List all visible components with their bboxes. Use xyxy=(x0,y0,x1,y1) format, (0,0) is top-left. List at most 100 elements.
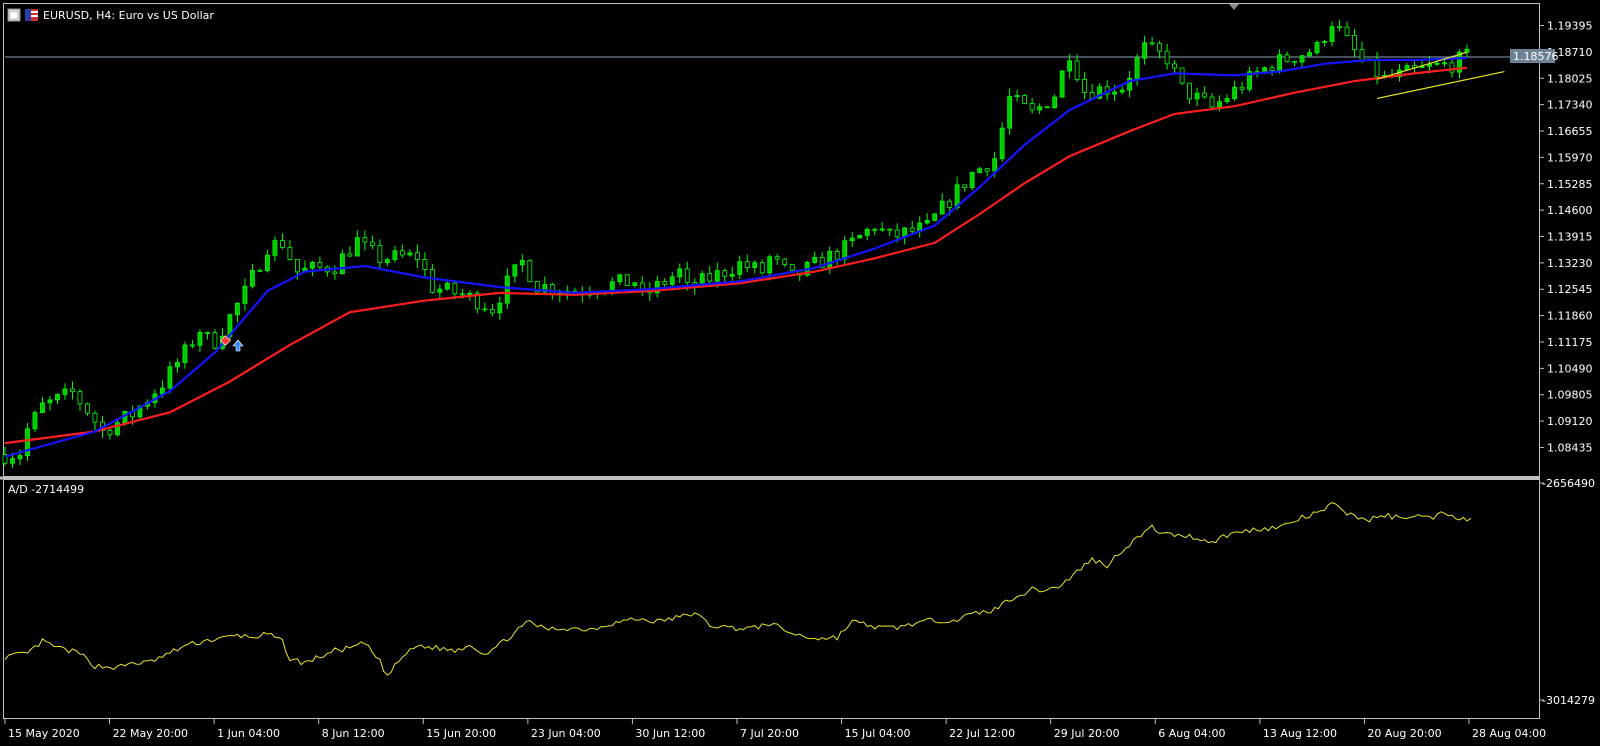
time-tick-label: 13 Aug 12:00 xyxy=(1263,727,1337,740)
candle-body xyxy=(669,276,675,285)
candle-body xyxy=(932,213,938,221)
candle-body xyxy=(1232,86,1237,99)
candle-body xyxy=(624,274,630,286)
channel-line[interactable] xyxy=(1376,51,1468,80)
candle-body xyxy=(542,284,548,293)
candle-body xyxy=(1307,52,1312,57)
candle-body xyxy=(429,269,435,293)
candle-body xyxy=(512,264,518,277)
candle-body xyxy=(1127,77,1133,91)
eu-flag-icon xyxy=(25,9,31,21)
time-tick-label: 15 Jun 20:00 xyxy=(426,727,496,740)
symbol-header[interactable]: EURUSD, H4: Euro vs US Dollar xyxy=(7,8,214,22)
time-tick-label: 22 Jul 12:00 xyxy=(949,727,1015,740)
candle-body xyxy=(1029,103,1035,111)
indicator-label: A/D -2714499 xyxy=(8,483,84,496)
candle-body xyxy=(1007,96,1013,129)
candle-body xyxy=(1172,63,1177,69)
price-tick-label: 1.12545 xyxy=(1547,283,1593,296)
candle-body xyxy=(280,240,285,248)
candle-body xyxy=(1059,70,1065,98)
candle-body xyxy=(1067,60,1073,72)
price-tick-label: 1.08435 xyxy=(1547,441,1593,454)
price-tick-label: 1.19395 xyxy=(1547,20,1593,33)
price-tick-label: 1.11175 xyxy=(1547,336,1593,349)
candle-body xyxy=(2,454,8,464)
candle-body xyxy=(399,250,405,256)
candle-body xyxy=(887,228,893,231)
time-tick-label: 20 Aug 20:00 xyxy=(1367,727,1441,740)
candle-body xyxy=(10,458,15,464)
symbol-label: EURUSD, H4: Euro vs US Dollar xyxy=(43,9,214,22)
candle-body xyxy=(609,281,615,292)
time-tick-label: 15 Jul 04:00 xyxy=(845,727,911,740)
candle-body xyxy=(774,256,780,260)
price-tick-label: 1.18710 xyxy=(1547,46,1593,59)
chart-shift-marker[interactable] xyxy=(1229,4,1239,10)
ad-line xyxy=(4,502,1472,676)
candle-body xyxy=(294,259,300,273)
time-tick-label: 1 Jun 04:00 xyxy=(217,727,280,740)
candle-body xyxy=(1359,49,1365,61)
candle-body xyxy=(1329,26,1335,42)
candle-body xyxy=(1179,67,1185,84)
candle-body xyxy=(1299,55,1305,63)
candle-body xyxy=(175,362,180,368)
candle-body xyxy=(984,168,990,172)
ad-tick-label: -3014279 xyxy=(1542,694,1595,707)
candle-body xyxy=(677,268,683,278)
candle-body xyxy=(257,270,263,272)
candle-body xyxy=(384,259,390,264)
price-axis: 1.19395 1.18710 1.18025 1.17340 1.16655 1.159… xyxy=(1539,20,1593,454)
time-tick-label: 8 Jun 12:00 xyxy=(322,727,385,740)
candle-body xyxy=(309,262,315,269)
candle-body xyxy=(1149,42,1155,45)
candle-body xyxy=(1074,60,1080,80)
candle-body xyxy=(759,262,765,274)
candle-body xyxy=(662,281,668,285)
candle-body xyxy=(789,264,795,271)
time-tick-label: 28 Aug 04:00 xyxy=(1472,727,1546,740)
time-tick-label: 7 Jul 20:00 xyxy=(740,727,799,740)
candle-body xyxy=(317,262,323,268)
candle-body xyxy=(1202,92,1207,98)
arrow-up-icon[interactable] xyxy=(232,339,244,352)
candle-body xyxy=(17,455,23,460)
candle-body xyxy=(1292,60,1297,63)
candle-body xyxy=(459,293,465,296)
candle-body xyxy=(1449,62,1455,73)
candle-body xyxy=(977,168,983,173)
candle-body xyxy=(212,332,218,349)
order-marker-icon[interactable] xyxy=(220,335,231,346)
candle-body xyxy=(909,227,915,232)
candle-body xyxy=(332,271,338,275)
channel-line[interactable] xyxy=(1376,70,1505,100)
candle-body xyxy=(834,251,840,260)
candle-body xyxy=(729,274,735,277)
current-price-tag xyxy=(1510,49,1555,63)
candle-body xyxy=(1022,95,1028,104)
candle-body xyxy=(1464,48,1470,53)
candle-body xyxy=(864,228,870,236)
candle-body xyxy=(452,282,458,295)
time-tick-label: 29 Jul 20:00 xyxy=(1054,727,1120,740)
candle-body xyxy=(1314,42,1320,54)
candle-body xyxy=(197,332,203,346)
ad-tick-label: -2656490 xyxy=(1542,477,1595,490)
candle-body xyxy=(339,253,345,275)
trade-marker[interactable] xyxy=(220,335,244,352)
price-tick-label: 1.10490 xyxy=(1547,362,1593,375)
candle-body xyxy=(1337,26,1342,29)
price-tick-label: 1.18025 xyxy=(1547,72,1593,85)
candle-body xyxy=(1344,26,1350,36)
candle-body xyxy=(1119,89,1125,93)
candle-body xyxy=(1224,98,1230,103)
candle-body xyxy=(1442,62,1447,65)
candle-body xyxy=(534,281,540,293)
candle-body xyxy=(737,261,743,275)
candle-body xyxy=(1269,67,1275,71)
candle-body xyxy=(992,158,998,172)
candle-body xyxy=(347,253,353,257)
